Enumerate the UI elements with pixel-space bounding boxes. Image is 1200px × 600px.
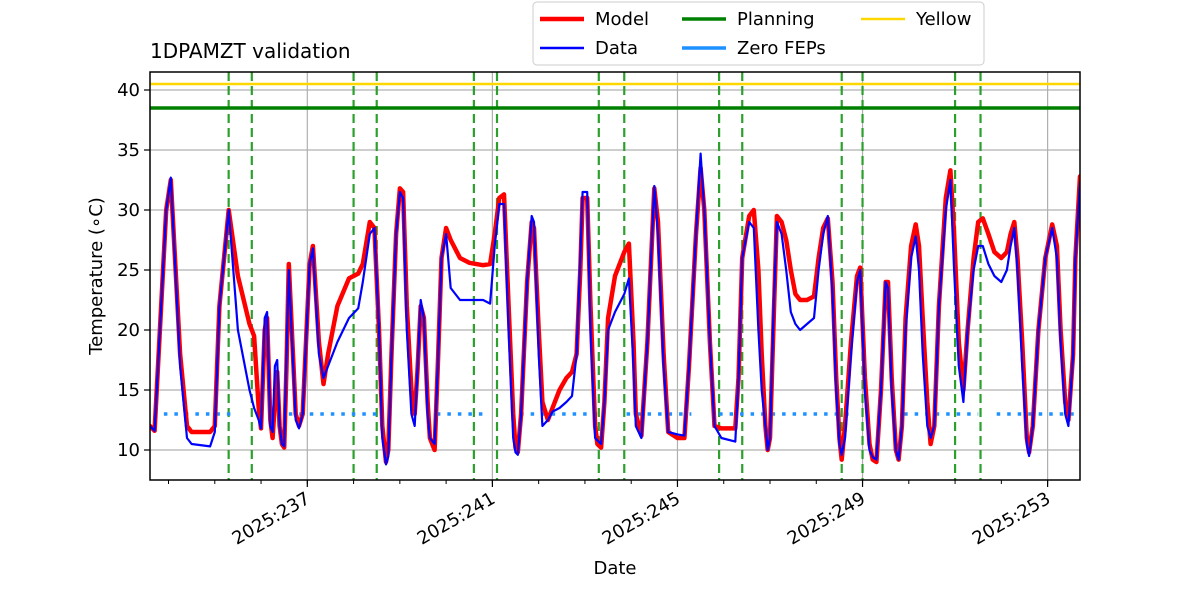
y-axis-label: Temperature (∘C) xyxy=(86,197,107,356)
y-tick-label: 25 xyxy=(117,260,140,281)
legend-label: Data xyxy=(595,38,638,59)
legend-label: Zero FEPs xyxy=(737,38,826,59)
x-tick-label: 2025:253 xyxy=(969,488,1054,549)
x-tick-label: 2025:241 xyxy=(414,488,499,549)
data-series-line xyxy=(150,152,1080,466)
y-tick-label: 15 xyxy=(117,380,140,401)
y-tick-label: 30 xyxy=(117,200,140,221)
legend-label: Yellow xyxy=(915,9,971,30)
plot-frame xyxy=(149,71,1081,481)
data-series xyxy=(150,152,1080,466)
x-tick-label: 2025:237 xyxy=(229,488,314,549)
y-tick-label: 40 xyxy=(117,80,140,101)
x-tick-label: 2025:245 xyxy=(599,488,684,549)
y-tick-label: 10 xyxy=(117,440,140,461)
x-axis: 2025:237 2025:241 2025:245 2025:249 2025:253 xyxy=(168,480,1054,549)
legend-label: Model xyxy=(595,9,649,30)
y-axis: 10 15 20 25 30 35 40 xyxy=(117,80,150,461)
legend-label: Planning xyxy=(737,9,815,30)
chart-title: 1DPAMZT validation xyxy=(150,39,351,63)
y-tick-label: 20 xyxy=(117,320,140,341)
x-tick-label: 2025:249 xyxy=(784,488,869,549)
legend: Model Data Planning Zero FEPs Yellow xyxy=(532,1,985,66)
x-axis-label: Date xyxy=(593,558,636,579)
limit-hlines xyxy=(150,82,1080,110)
y-tick-label: 35 xyxy=(117,140,140,161)
